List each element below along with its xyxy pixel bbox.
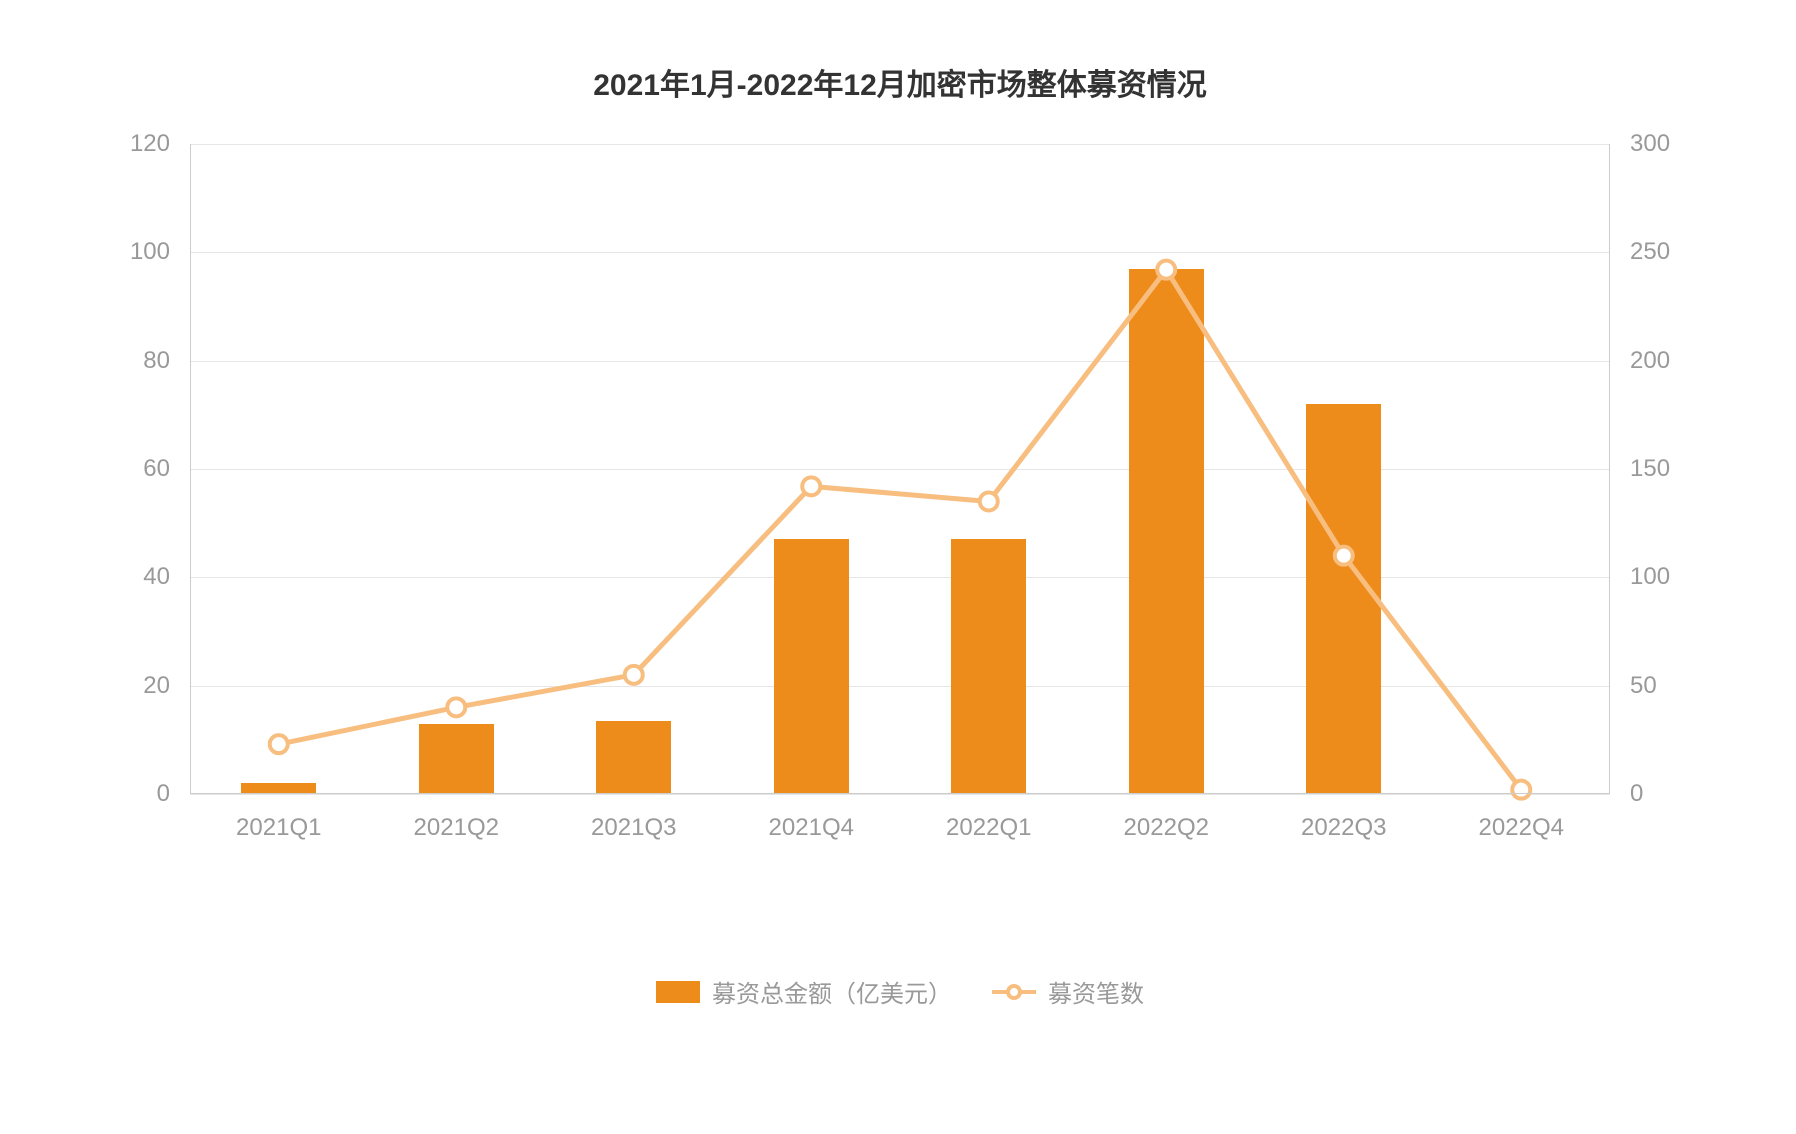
legend-label-line: 募资笔数 bbox=[1048, 974, 1144, 1009]
y-left-tick: 40 bbox=[143, 563, 170, 591]
y-left-tick: 60 bbox=[143, 455, 170, 483]
y-right-tick: 150 bbox=[1630, 455, 1670, 483]
chart-title: 2021年1月-2022年12月加密市场整体募资情况 bbox=[120, 60, 1680, 104]
legend-item-line: 募资笔数 bbox=[992, 974, 1144, 1009]
x-tick-label: 2022Q2 bbox=[1124, 814, 1209, 842]
line-marker bbox=[625, 666, 643, 684]
plot-area: 020406080100120 050100150200250300 2021Q… bbox=[190, 144, 1610, 794]
line-marker bbox=[270, 735, 288, 753]
y-right-tick: 100 bbox=[1630, 563, 1670, 591]
x-tick-label: 2022Q4 bbox=[1479, 814, 1564, 842]
y-left-tick: 80 bbox=[143, 347, 170, 375]
y-left-tick: 0 bbox=[157, 780, 170, 808]
x-tick-label: 2021Q1 bbox=[236, 814, 321, 842]
y-axis-right: 050100150200250300 bbox=[1620, 144, 1680, 794]
y-left-tick: 20 bbox=[143, 672, 170, 700]
y-axis-left: 020406080100120 bbox=[120, 144, 180, 794]
y-right-tick: 200 bbox=[1630, 347, 1670, 375]
line-marker bbox=[1157, 261, 1175, 279]
y-right-tick: 0 bbox=[1630, 780, 1643, 808]
grid-line bbox=[190, 794, 1610, 795]
line-marker bbox=[802, 477, 820, 495]
line-marker bbox=[1335, 547, 1353, 565]
line-marker bbox=[1512, 781, 1530, 799]
legend-swatch-bar bbox=[656, 981, 700, 1003]
x-tick-label: 2022Q1 bbox=[946, 814, 1031, 842]
y-left-tick: 120 bbox=[130, 130, 170, 158]
x-tick-label: 2021Q3 bbox=[591, 814, 676, 842]
x-tick-label: 2022Q3 bbox=[1301, 814, 1386, 842]
line-layer bbox=[190, 144, 1610, 794]
x-tick-label: 2021Q2 bbox=[414, 814, 499, 842]
y-right-tick: 50 bbox=[1630, 672, 1657, 700]
line-marker bbox=[980, 493, 998, 511]
legend-swatch-line bbox=[992, 981, 1036, 1003]
legend-item-bar: 募资总金额（亿美元） bbox=[656, 974, 952, 1009]
legend-label-bar: 募资总金额（亿美元） bbox=[712, 974, 952, 1009]
y-right-tick: 250 bbox=[1630, 238, 1670, 266]
x-tick-label: 2021Q4 bbox=[769, 814, 854, 842]
legend: 募资总金额（亿美元） 募资笔数 bbox=[120, 974, 1680, 1009]
line-marker bbox=[447, 698, 465, 716]
chart-container: 2021年1月-2022年12月加密市场整体募资情况 0204060801001… bbox=[120, 60, 1680, 1060]
y-left-tick: 100 bbox=[130, 238, 170, 266]
y-right-tick: 300 bbox=[1630, 130, 1670, 158]
